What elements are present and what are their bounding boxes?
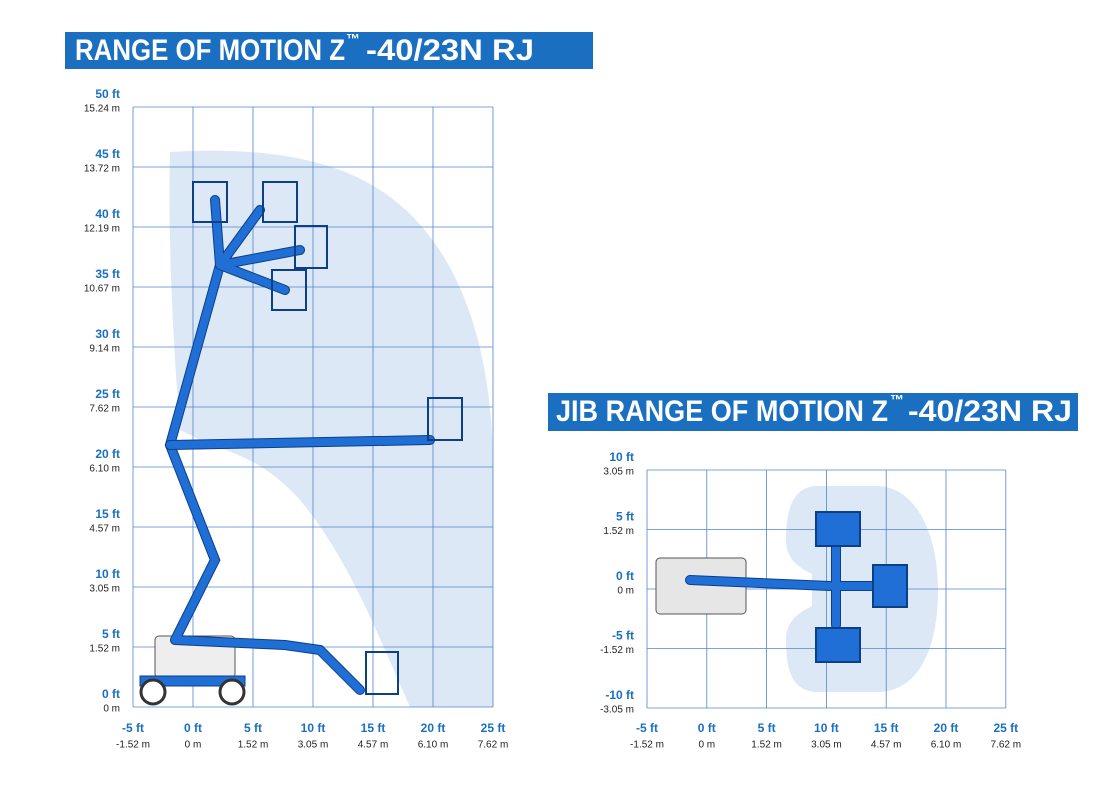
- y-tick-ft: 15 ft: [95, 507, 120, 521]
- y-tick-ft: 10 ft: [609, 450, 634, 464]
- x-tick-ft: 0 ft: [184, 721, 202, 735]
- title: RANGE OF MOTION Z: [75, 34, 345, 67]
- y-tick-ft: 25 ft: [95, 387, 120, 401]
- x-tick-m: 6.10 m: [418, 740, 449, 751]
- x-tick-m: 3.05 m: [811, 740, 842, 751]
- x-tick-ft: 25 ft: [481, 721, 506, 735]
- y-tick-m: 10.67 m: [84, 284, 120, 295]
- platforms: [192, 181, 463, 695]
- y-tick-m: 13.72 m: [84, 164, 120, 175]
- y-tick-ft: 0 ft: [102, 687, 120, 701]
- trademark: ™: [346, 31, 360, 47]
- y-tick-ft: 5 ft: [616, 510, 634, 524]
- envelope: [169, 150, 493, 707]
- y-tick-ft: 35 ft: [95, 267, 120, 281]
- y-tick-m: 3.05 m: [603, 467, 634, 478]
- wheel: [218, 678, 246, 706]
- y-tick-m: 15.24 m: [84, 104, 120, 115]
- platform-top: [815, 511, 861, 547]
- x-tick-ft: 15 ft: [874, 721, 899, 735]
- x-tick-ft: 15 ft: [361, 721, 386, 735]
- x-tick-m: 3.05 m: [298, 740, 329, 751]
- x-tick-ft: -5 ft: [122, 721, 144, 735]
- y-tick-ft: 20 ft: [95, 447, 120, 461]
- y-tick-m: -3.05 m: [600, 705, 634, 716]
- y-tick-ft: 30 ft: [95, 327, 120, 341]
- x-tick-m: 7.62 m: [478, 740, 509, 751]
- y-tick-m: 1.52 m: [89, 644, 120, 655]
- x-tick-m: 0 m: [698, 740, 715, 751]
- x-tick-m: 4.57 m: [871, 740, 902, 751]
- x-tick-m: 6.10 m: [931, 740, 962, 751]
- platform-top: [872, 564, 908, 608]
- x-tick-ft: 10 ft: [814, 721, 839, 735]
- y-tick-ft: 50 ft: [95, 87, 120, 101]
- y-tick-ft: -10 ft: [605, 688, 634, 702]
- model: -40/23N RJ: [366, 34, 534, 67]
- y-tick-m: 4.57 m: [89, 524, 120, 535]
- x-tick-ft: 20 ft: [421, 721, 446, 735]
- x-tick-m: -1.52 m: [116, 740, 150, 751]
- y-tick-m: 3.05 m: [89, 584, 120, 595]
- y-tick-ft: 5 ft: [102, 627, 120, 641]
- x-tick-m: 0 m: [185, 740, 202, 751]
- y-tick-ft: 10 ft: [95, 567, 120, 581]
- title-bar: [548, 393, 1078, 431]
- title-bar: [65, 32, 593, 69]
- left-panel: RANGE OF MOTION Z ™ -40/23N RJ 50 ft 15.2…: [65, 31, 593, 751]
- machines: [139, 181, 908, 706]
- y-tick-m: 0 m: [103, 704, 120, 715]
- y-tick-m: 7.62 m: [89, 404, 120, 415]
- y-tick-ft: 40 ft: [95, 207, 120, 221]
- x-tick-m: 4.57 m: [358, 740, 389, 751]
- trademark: ™: [890, 392, 904, 408]
- x-tick-m: 1.52 m: [238, 740, 269, 751]
- x-tick-ft: 25 ft: [993, 721, 1018, 735]
- x-tick-ft: 5 ft: [758, 721, 776, 735]
- x-tick-ft: 0 ft: [698, 721, 716, 735]
- y-tick-m: 0 m: [617, 586, 634, 597]
- x-tick-ft: 10 ft: [301, 721, 326, 735]
- x-tick-ft: -5 ft: [636, 721, 658, 735]
- x-tick-m: 7.62 m: [991, 740, 1022, 751]
- platform-top: [815, 627, 861, 663]
- y-tick-m: 6.10 m: [89, 464, 120, 475]
- wheel: [139, 678, 167, 706]
- y-tick-m: 9.14 m: [89, 344, 120, 355]
- y-tick-m: -1.52 m: [600, 645, 634, 656]
- x-tick-m: 1.52 m: [751, 740, 782, 751]
- x-tick-ft: 20 ft: [934, 721, 959, 735]
- y-tick-ft: 0 ft: [616, 569, 634, 583]
- y-tick-ft: -5 ft: [612, 629, 634, 643]
- y-tick-m: 12.19 m: [84, 224, 120, 235]
- y-tick-m: 1.52 m: [603, 526, 634, 537]
- x-tick-m: -1.52 m: [630, 740, 664, 751]
- model: -40/23N RJ: [908, 395, 1072, 428]
- right-panel: JIB RANGE OF MOTION Z ™ -40/23N RJ 10 ft…: [548, 392, 1078, 751]
- x-tick-ft: 5 ft: [244, 721, 262, 735]
- base: [139, 675, 246, 687]
- title: JIB RANGE OF MOTION Z: [556, 395, 888, 428]
- y-tick-ft: 45 ft: [95, 147, 120, 161]
